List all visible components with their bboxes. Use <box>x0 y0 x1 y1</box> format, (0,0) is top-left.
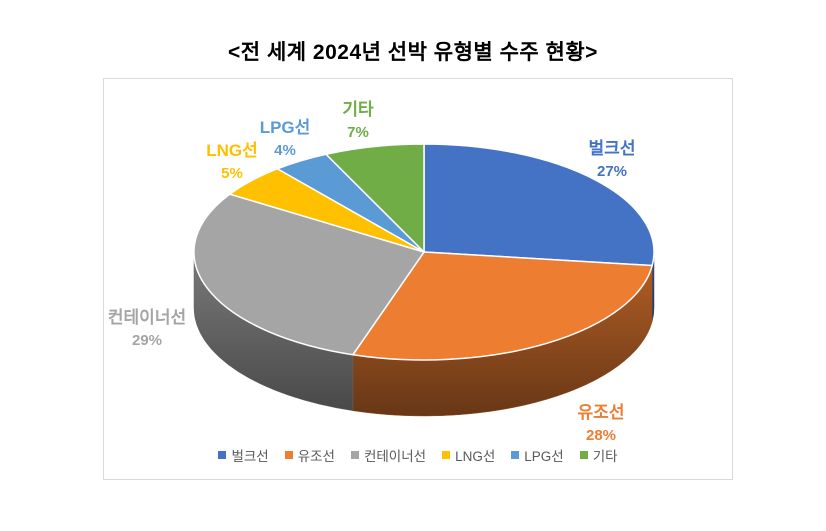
chart-title: <전 세계 2024년 선박 유형별 수주 현황> <box>228 41 598 64</box>
legend-item-etc: 기타 <box>579 445 618 465</box>
legend-swatch-icon <box>442 451 451 459</box>
legend-item-lpg-carrier: LPG선 <box>511 445 564 465</box>
legend-label: LPG선 <box>524 449 564 464</box>
legend: 벌크선 유조선 컨테이너선 LNG선 LPG선 기타 <box>104 445 732 465</box>
pie-chart-3d <box>193 143 655 417</box>
legend-swatch-icon <box>579 451 588 459</box>
legend-item-lng-carrier: LNG선 <box>442 445 495 465</box>
legend-swatch-icon <box>511 451 520 459</box>
legend-label: 기타 <box>592 449 618 464</box>
pie-slice-etc <box>325 143 425 253</box>
pie-slice-oil-tanker <box>352 251 653 361</box>
legend-label: 컨테이너선 <box>363 449 427 464</box>
legend-item-container-ship: 컨테이너선 <box>350 445 427 465</box>
legend-swatch-icon <box>350 451 359 459</box>
legend-label: 유조선 <box>297 449 335 464</box>
legend-label: 벌크선 <box>231 449 269 464</box>
pie-slice-container-ship <box>193 193 425 356</box>
pie-slice-bulk-carrier <box>423 143 655 267</box>
legend-swatch-icon <box>284 451 293 459</box>
legend-swatch-icon <box>218 451 227 459</box>
legend-item-oil-tanker: 유조선 <box>284 445 335 465</box>
chart-area: 벌크선 27% 유조선 28% 컨테이너선 29% LNG선 5% LPG선 4% 기타 7% 벌크선… <box>103 78 733 480</box>
legend-label: LNG선 <box>455 449 496 464</box>
legend-item-bulk-carrier: 벌크선 <box>218 445 269 465</box>
